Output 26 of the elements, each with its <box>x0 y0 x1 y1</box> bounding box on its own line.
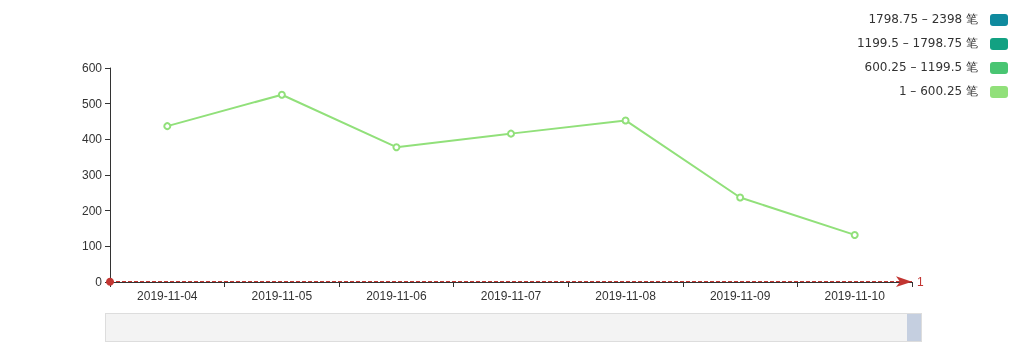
x-tick-label: 2019-11-04 <box>137 289 198 303</box>
text: 1798.75 – 2398 笔 <box>868 11 978 28</box>
y-tick-label: 300 <box>81 168 103 182</box>
y-tick-label: 100 <box>81 239 103 254</box>
y-tick-label: 0 <box>95 275 103 289</box>
y-tick-label: 600 <box>81 61 103 75</box>
y-tick-label: 200 <box>81 203 103 218</box>
point <box>850 230 859 239</box>
x-tick-label: 2019-11-07 <box>480 289 542 303</box>
point <box>163 122 172 131</box>
annotation: 1 – 600.25 笔 <box>898 83 978 100</box>
x-tick-label: 2019-11-05 <box>251 289 313 303</box>
point <box>621 116 630 125</box>
x-tick-label: 2019-11-06 <box>366 289 427 303</box>
x-tick-label: 2019-11-09 <box>709 289 771 303</box>
x-tick-label: 2019-11-08 <box>595 289 657 303</box>
y-tick-label: 500 <box>81 96 103 111</box>
annotation: 600.25 – 1199.5 笔 <box>864 59 978 76</box>
point <box>277 90 286 99</box>
ref-line-label: 1 <box>917 274 924 289</box>
point <box>507 129 515 138</box>
x-tick-label: 2019-11-10 <box>824 289 886 303</box>
y-tick-label: 400 <box>81 132 103 147</box>
point <box>736 193 745 202</box>
point <box>392 143 401 152</box>
text: 1199.5 – 1798.75 笔 <box>856 35 978 52</box>
